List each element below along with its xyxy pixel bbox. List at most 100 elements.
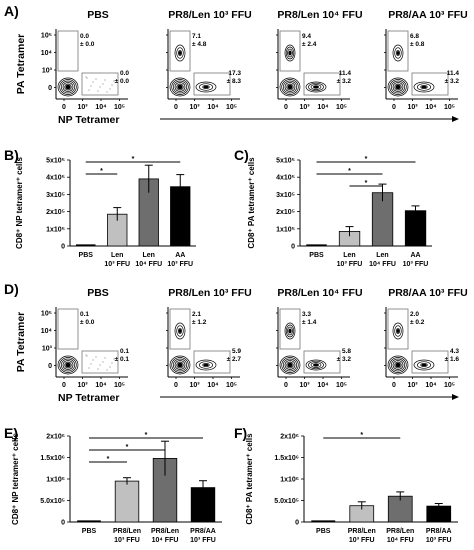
panel-letter: E)	[4, 425, 18, 441]
population-np	[305, 81, 327, 93]
population-main	[171, 79, 189, 95]
population-main	[64, 83, 72, 91]
y-tick-label: 5.0x10⁵	[40, 498, 65, 505]
bar-chart-c: C) 0 1x10⁵ 2x10⁵ 3x10⁵ 4x10⁵ 5x10⁵ CD8⁺ PA tetr…	[234, 147, 432, 268]
facs-x-tick-label: 10³	[77, 382, 88, 389]
gate-right-value: 0.1	[120, 348, 129, 355]
gate-top-value: 6.8	[410, 33, 419, 40]
gate-top-value: 3.3	[302, 311, 311, 318]
population-main	[286, 83, 294, 91]
gate-top-value: 0.0	[80, 33, 89, 40]
population-np-core	[203, 85, 209, 89]
gate-right	[193, 350, 231, 374]
y-tick-label: 5.0x10⁵	[274, 498, 299, 505]
x-tick-label: 10⁴ FFU	[135, 261, 162, 268]
population-pa	[394, 47, 402, 59]
gate-top-value: 2.0	[410, 311, 419, 318]
gate-top-error: ± 4.8	[192, 41, 207, 48]
population-main	[279, 77, 301, 97]
y-tick-label: 4x10⁵	[46, 175, 65, 182]
population-pa-core	[178, 329, 182, 333]
x-tick-label: 10³ FFU	[403, 261, 429, 268]
population-pa	[284, 322, 296, 340]
population-np-core	[421, 363, 427, 367]
facs-plot-title: PR8/Len 10³ FFU	[168, 9, 251, 21]
population-main	[284, 360, 296, 370]
facs-x-tick-label: 10⁴	[95, 104, 107, 111]
gate-top-value: 0.1	[80, 311, 89, 318]
population-main	[169, 77, 191, 97]
facs-x-tick-label: 10³	[189, 104, 200, 111]
gate-top	[169, 30, 191, 72]
population-main	[174, 82, 186, 92]
gate-right	[411, 72, 449, 96]
facs-x-tick-label: 0	[392, 104, 396, 111]
significance-star: *	[365, 180, 368, 187]
facs-x-tick-label: 10⁴	[207, 382, 219, 389]
gate-top-error: ± 1.4	[302, 319, 317, 326]
facs-plot: PR8/Len 10³ FFU 0 10³ 10⁴ 10⁵ 7.1± 4.8 17.3± 8…	[166, 9, 252, 111]
x-tick-label: PR8/Len	[151, 528, 179, 535]
y-tick-label: 1x10⁶	[46, 477, 65, 484]
gate-top-value: 7.1	[192, 33, 201, 40]
y-tick-label: 0	[61, 520, 65, 527]
scatter-dot	[109, 366, 111, 368]
population-main	[59, 357, 77, 373]
scatter-dot	[85, 354, 87, 356]
gate-right	[193, 72, 231, 96]
population-np	[413, 81, 435, 93]
facs-x-tick-label: 10⁵	[336, 382, 347, 389]
np-axis-label: NP Tetramer	[58, 114, 119, 126]
facs-x-tick-label: 10³	[77, 104, 88, 111]
np-axis-label: NP Tetramer	[58, 392, 119, 404]
population-pa	[394, 325, 402, 337]
gate-right-error: ± 8.3	[227, 78, 242, 85]
significance-star: *	[348, 168, 351, 175]
significance-star: *	[107, 456, 110, 463]
scatter-dot	[97, 368, 99, 370]
x-tick-label: PBS	[316, 528, 331, 535]
facs-x-tick-label: 0	[392, 382, 396, 389]
scatter-dot	[99, 364, 101, 366]
gate-top	[169, 308, 191, 350]
population-pa-core	[396, 329, 400, 333]
x-tick-label: Len	[376, 252, 388, 259]
np-axis-arrowhead	[452, 116, 459, 122]
x-tick-label: 10⁴ FFU	[387, 537, 414, 544]
scatter-dot	[113, 358, 115, 360]
population-pa-core	[178, 51, 182, 55]
y-tick-label: 5x10⁵	[276, 158, 295, 165]
scatter-dot	[97, 90, 99, 92]
population-main	[169, 355, 191, 375]
population-main	[60, 80, 76, 94]
population-main	[279, 355, 301, 375]
population-main	[394, 361, 402, 369]
bar-chart-e: E) 0 5.0x10⁵ 1x10⁶ 1.5x10⁶ 2x10⁶ CD8⁺ NP tetra…	[4, 425, 222, 544]
scatter-dot	[111, 362, 113, 364]
population-main-core	[287, 362, 293, 368]
facs-x-tick-label: 10⁵	[226, 104, 237, 111]
x-tick-label: 10⁴ FFU	[152, 537, 179, 544]
population-main	[60, 358, 76, 372]
x-tick-label: PR8/AA	[190, 528, 216, 535]
facs-x-tick-label: 0	[62, 382, 66, 389]
x-tick-label: 10³ FFU	[114, 537, 140, 544]
population-np	[416, 83, 432, 91]
facs-plot-title: PR8/AA 10³ FFU	[388, 287, 468, 299]
gate-right-error: ± 3.2	[337, 78, 352, 85]
gate-top-value: 9.4	[302, 33, 311, 40]
gate-top-error: ± 2.4	[302, 41, 317, 48]
x-tick-label: PBS	[82, 528, 97, 535]
facs-x-tick-label: 10³	[407, 104, 418, 111]
scatter-dot	[106, 91, 108, 93]
gate-right-error: ± 3.2	[337, 356, 352, 363]
x-tick-label: AA	[410, 252, 420, 259]
bar	[114, 480, 140, 523]
gate-right-value: 11.4	[447, 70, 460, 77]
facs-plot: PR8/Len 10⁴ FFU 0 10³ 10⁴ 10⁵ 9.4± 2.4 11.4± 3…	[276, 9, 363, 111]
y-tick-label: 0	[291, 244, 295, 251]
population-main	[281, 357, 299, 373]
